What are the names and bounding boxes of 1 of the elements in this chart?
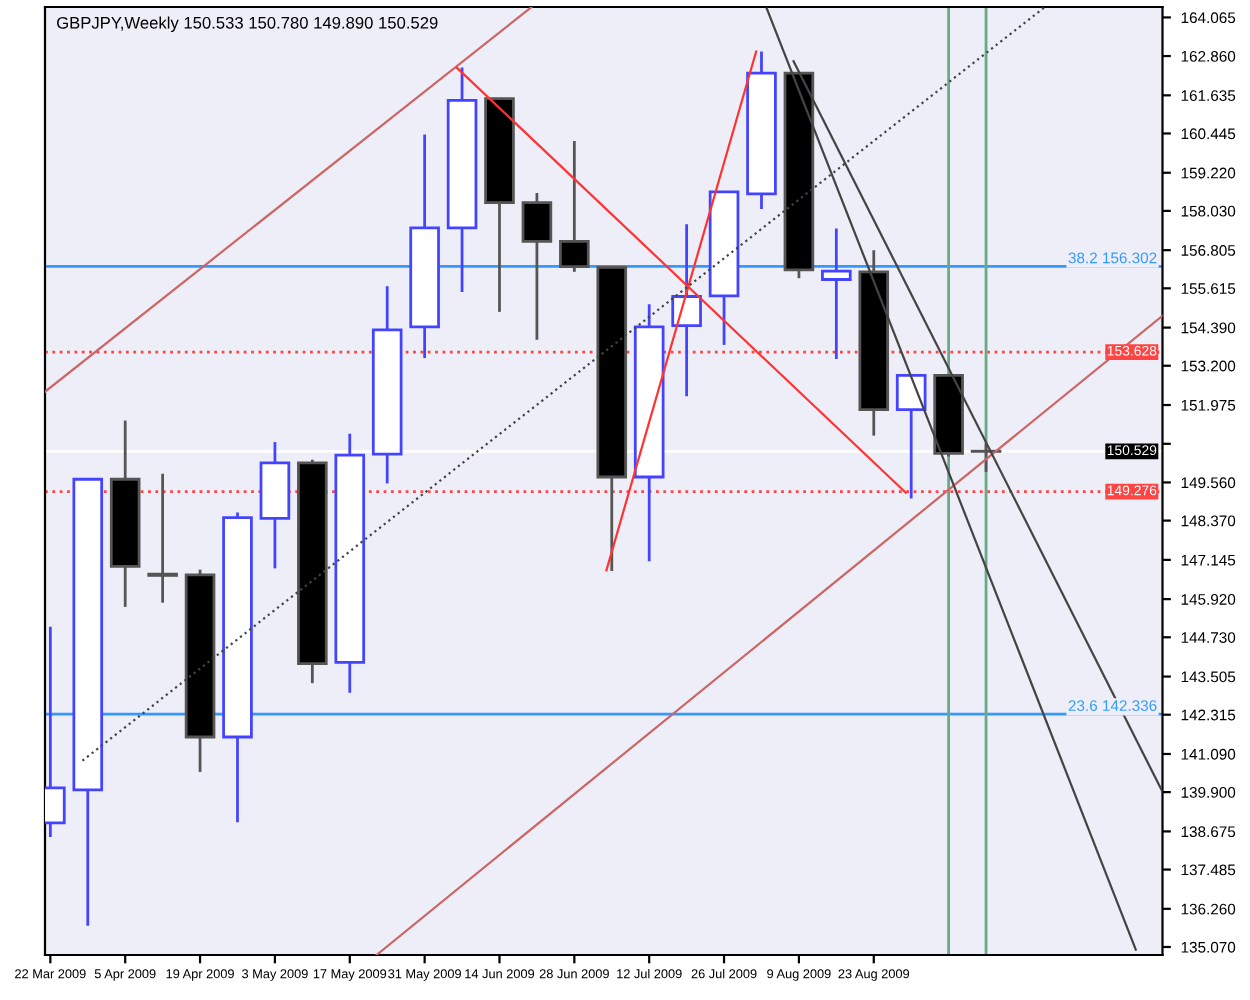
text: GBPJPY,Weekly 150.533 150.780 149.890 150.529 [57, 16, 438, 33]
